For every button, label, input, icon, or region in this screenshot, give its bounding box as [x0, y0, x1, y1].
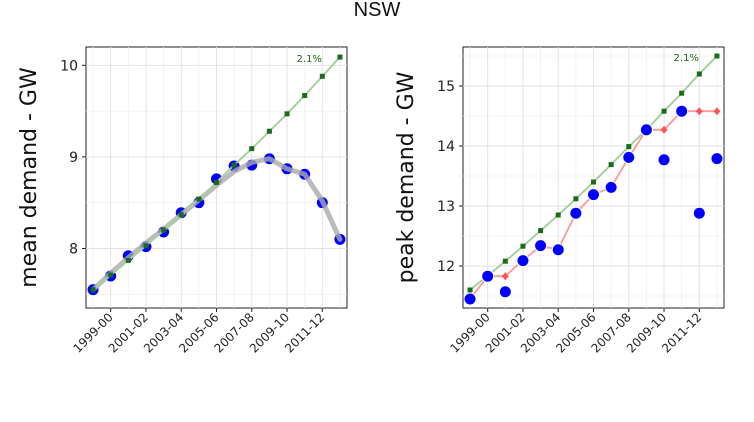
- peak-diamond-point: [713, 107, 721, 116]
- peak-diamond-point: [695, 107, 703, 116]
- chart-panel-2: 121314151999-002001-022003-042005-062007…: [394, 46, 725, 356]
- series-smooth-line: [90, 156, 343, 293]
- trend-square-point: [143, 243, 149, 249]
- trend-square-point: [196, 196, 202, 202]
- y-tick-label: 13: [437, 199, 455, 215]
- data-point: [569, 206, 583, 220]
- trend-square-point: [573, 196, 579, 202]
- trend-square-point: [591, 179, 596, 185]
- trend-square-point: [302, 93, 308, 99]
- data-point: [675, 104, 689, 118]
- trend-square-point: [538, 228, 544, 234]
- data-point: [463, 292, 477, 306]
- data-point: [481, 269, 495, 283]
- trend-square-point: [555, 212, 561, 218]
- data-point: [692, 206, 706, 220]
- data-point: [534, 239, 548, 253]
- data-point: [657, 153, 671, 167]
- y-tick-label: 8: [69, 241, 78, 257]
- data-point: [587, 188, 600, 202]
- trend-square-point: [90, 287, 96, 293]
- trend-square-point: [696, 71, 702, 77]
- trend-square-point: [679, 90, 685, 96]
- y-axis-title: mean demand - GW: [17, 67, 42, 288]
- trend-square-point: [125, 257, 131, 263]
- trend-square-point: [178, 212, 184, 218]
- data-point: [639, 123, 653, 137]
- trend-square-point: [608, 162, 614, 168]
- y-axis-title: peak demand - GW: [394, 71, 419, 283]
- data-point: [710, 152, 724, 166]
- data-point: [498, 285, 512, 299]
- y-tick-label: 9: [69, 150, 78, 166]
- peak-diamond-point: [501, 272, 509, 281]
- growth-rate-annotation: 2.1%: [297, 54, 322, 65]
- trend-square-point: [520, 243, 526, 249]
- trend-square-point: [626, 144, 632, 150]
- y-tick-label: 12: [437, 259, 455, 275]
- trend-square-point: [231, 162, 237, 168]
- trend-square-point: [661, 108, 667, 114]
- trend-square-point: [266, 128, 272, 134]
- chart-panel-1: 89101999-002001-022003-042005-062007-082…: [17, 46, 348, 356]
- trend-square-point: [214, 180, 219, 186]
- trend-square-point: [249, 146, 255, 152]
- data-point: [516, 254, 530, 268]
- y-tick-label: 15: [437, 79, 455, 95]
- trend-square-point: [108, 272, 114, 278]
- chart-title: NSW: [354, 0, 401, 21]
- trend-square-point: [337, 54, 343, 60]
- data-point: [551, 243, 565, 257]
- data-point: [622, 150, 636, 164]
- y-tick-label: 10: [60, 58, 78, 74]
- peak-diamond-point: [660, 125, 668, 134]
- trend-square-point: [319, 73, 325, 79]
- trend-square-point: [161, 227, 167, 233]
- trend-square-point: [467, 287, 473, 293]
- y-tick-label: 14: [437, 139, 455, 155]
- trend-square-point: [502, 258, 508, 264]
- growth-rate-annotation: 2.1%: [674, 53, 699, 64]
- data-point: [604, 180, 618, 194]
- trend-square-point: [284, 111, 290, 117]
- trend-square-point: [714, 53, 720, 59]
